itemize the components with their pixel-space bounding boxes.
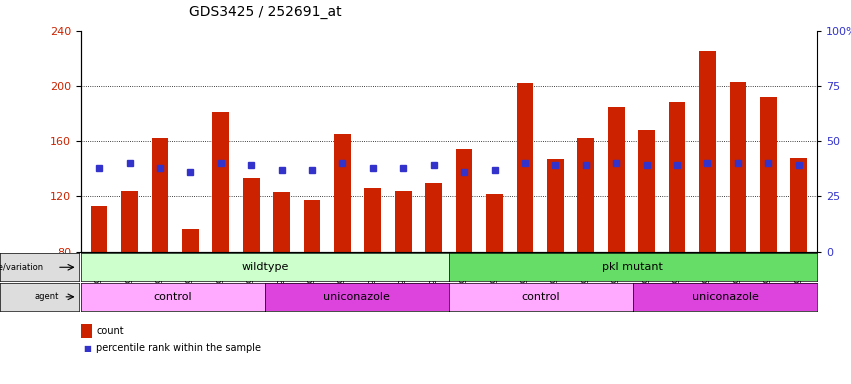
Bar	[334, 134, 351, 252]
Text: uniconazole: uniconazole	[692, 292, 758, 302]
Bar	[578, 138, 594, 252]
Bar	[486, 194, 503, 252]
Bar	[608, 107, 625, 252]
Text: uniconazole: uniconazole	[323, 292, 391, 302]
Text: percentile rank within the sample: percentile rank within the sample	[96, 343, 261, 353]
Text: agent: agent	[35, 292, 60, 301]
Bar	[638, 130, 655, 252]
Text: ■: ■	[83, 344, 92, 353]
Text: control: control	[522, 292, 560, 302]
Bar	[395, 191, 412, 252]
Text: pkl mutant: pkl mutant	[603, 262, 664, 272]
Bar	[121, 191, 138, 252]
Bar	[304, 200, 320, 252]
Text: control: control	[153, 292, 192, 302]
Bar	[273, 192, 290, 252]
Text: wildtype: wildtype	[241, 262, 288, 272]
Bar	[182, 230, 199, 252]
Text: genotype/variation: genotype/variation	[0, 263, 43, 272]
Bar	[151, 138, 168, 252]
Bar	[547, 159, 563, 252]
Bar	[364, 188, 381, 252]
Bar	[91, 206, 107, 252]
Bar	[669, 103, 685, 252]
Bar	[213, 112, 229, 252]
Bar	[243, 179, 260, 252]
Bar	[760, 97, 777, 252]
Bar	[517, 83, 534, 252]
Bar	[456, 149, 472, 252]
Bar	[699, 51, 716, 252]
Bar	[791, 158, 807, 252]
Text: count: count	[96, 326, 123, 336]
Text: GDS3425 / 252691_at: GDS3425 / 252691_at	[189, 5, 341, 19]
Bar	[729, 82, 746, 252]
Bar	[426, 182, 442, 252]
